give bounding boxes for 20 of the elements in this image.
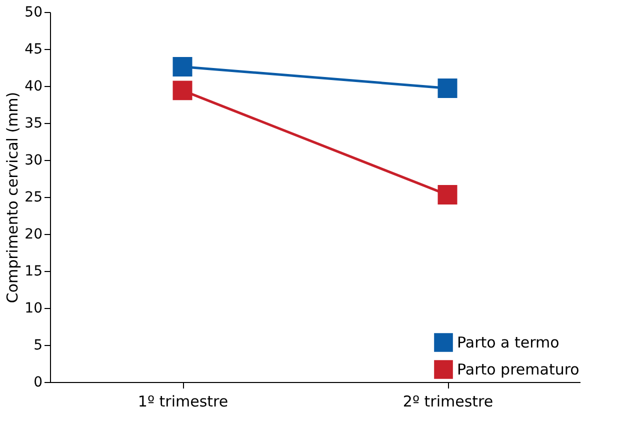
y-tick-label: 15 [24,264,42,280]
y-tick-label: 35 [24,116,42,132]
y-tick-label: 25 [24,190,42,206]
y-tick-label: 20 [24,226,42,242]
point [172,57,192,77]
point [438,78,458,98]
y-tick-label: 45 [24,42,42,58]
y-tick-label: 50 [24,4,42,20]
y-tick-label: 40 [24,78,42,94]
legend-label: Parto prematuro [457,360,580,378]
point [172,80,192,100]
y-tick-label: 10 [24,300,42,316]
point [438,185,458,205]
x-tick-label: 2º trimestre [402,392,494,410]
y-tick-label: 30 [24,152,42,168]
y-tick-label: 0 [34,374,42,390]
legend-label: Parto a termo [457,334,560,352]
x-tick-label: 1º trimestre [138,392,228,410]
y-axis-title: Comprimento cervical (mm) [4,92,22,304]
y-tick-label: 5 [34,338,42,354]
